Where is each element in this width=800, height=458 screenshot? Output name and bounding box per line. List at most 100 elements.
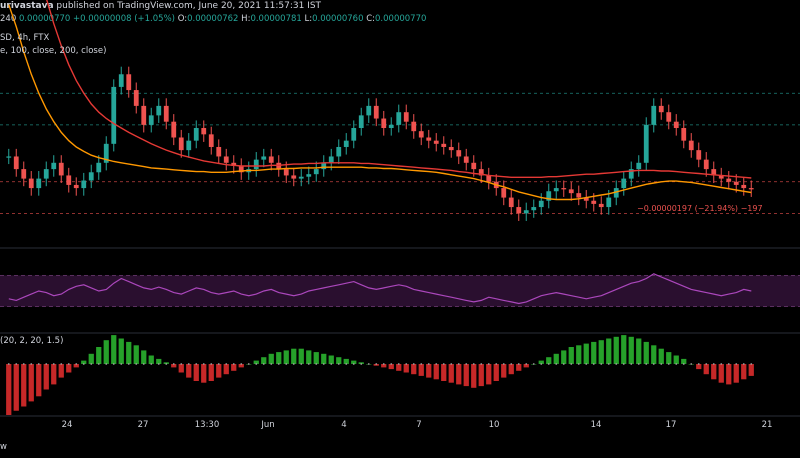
squeeze-dot: [352, 363, 355, 365]
squeeze-bar: [568, 347, 574, 364]
squeeze-dot: [360, 363, 363, 365]
candle-body: [658, 105, 664, 113]
squeeze-bar: [51, 364, 57, 385]
squeeze-dot: [120, 363, 123, 365]
candle-body: [411, 121, 417, 132]
candle-body: [516, 207, 522, 214]
candle-body: [201, 128, 207, 135]
candle-body: [523, 210, 529, 214]
squeeze-dot: [225, 363, 228, 365]
candle-body: [141, 105, 147, 125]
candle-body: [508, 197, 514, 208]
squeeze-bar: [96, 347, 102, 364]
squeeze-bar: [523, 364, 529, 368]
candle-body: [613, 188, 619, 198]
squeeze-bar: [651, 345, 657, 364]
squeeze-dot: [517, 363, 520, 365]
squeeze-bar: [148, 355, 154, 364]
publish-header: urivastava published on TradingView.com,…: [0, 0, 800, 12]
squeeze-dot: [577, 363, 580, 365]
candle-body: [373, 105, 379, 119]
squeeze-bar: [6, 364, 12, 415]
squeeze-bar: [231, 364, 237, 371]
squeeze-dot: [172, 363, 175, 365]
squeeze-dot: [60, 363, 63, 365]
squeeze-dot: [52, 363, 55, 365]
squeeze-bar: [696, 364, 702, 370]
squeeze-bar: [66, 364, 72, 373]
ohlc-close: 0.00000770: [18, 14, 71, 24]
squeeze-bar: [343, 358, 349, 364]
squeeze-bar: [666, 352, 672, 364]
squeeze-dot: [135, 363, 138, 365]
squeeze-bar: [673, 355, 679, 364]
candle-body: [36, 178, 42, 189]
squeeze-bar: [43, 364, 49, 390]
candle-body: [88, 172, 94, 181]
squeeze-bar: [328, 355, 334, 364]
squeeze-dot: [555, 363, 558, 365]
footer-text: w: [0, 442, 7, 452]
squeeze-bar: [81, 360, 87, 364]
candle-body: [238, 165, 244, 173]
candle-body: [741, 184, 747, 189]
measure-annotation: −0.00000197 (−21.94%) −197: [637, 204, 763, 213]
ohlc-bar: 240 0.00000770 +0.00000008 (+1.05%) O:0.…: [0, 12, 800, 26]
squeeze-dot: [457, 363, 460, 365]
x-tick-label: 10: [488, 420, 500, 430]
squeeze-dot: [442, 363, 445, 365]
candle-body: [306, 174, 312, 177]
squeeze-bar: [576, 345, 582, 364]
squeeze-bar: [508, 364, 514, 375]
squeeze-bar: [88, 353, 94, 364]
squeeze-bar: [613, 336, 619, 364]
squeeze-dot: [82, 363, 85, 365]
squeeze-bar: [681, 358, 687, 364]
squeeze-bar: [598, 340, 604, 364]
candle-body: [426, 137, 432, 141]
squeeze-bar: [103, 340, 109, 364]
squeeze-dot: [697, 363, 700, 365]
candle-body: [598, 203, 604, 208]
candle-body: [538, 200, 544, 208]
squeeze-dot: [480, 363, 483, 365]
candle-body: [58, 162, 64, 176]
squeeze-bar: [313, 352, 319, 364]
squeeze-dot: [397, 363, 400, 365]
squeeze-bar: [178, 364, 184, 373]
candle-body: [351, 128, 357, 141]
squeeze-bar: [193, 364, 199, 381]
squeeze-bar: [606, 338, 612, 364]
x-tick-label: Jun: [261, 420, 275, 430]
squeeze-bar: [336, 357, 342, 364]
squeeze-dot: [630, 363, 633, 365]
candle-body: [681, 128, 687, 141]
squeeze-dot: [660, 363, 663, 365]
squeeze-dot: [540, 363, 543, 365]
candle-body: [396, 112, 402, 125]
squeeze-bar: [216, 364, 222, 378]
candle-body: [148, 115, 154, 125]
squeeze-bar: [718, 364, 724, 383]
squeeze-dot: [375, 363, 378, 365]
squeeze-dot: [127, 363, 130, 365]
candle-body: [186, 140, 192, 151]
candle-body: [328, 156, 334, 163]
squeeze-dot: [112, 363, 115, 365]
candle-body: [336, 146, 342, 157]
candle-body: [546, 191, 552, 201]
squeeze-bar: [553, 353, 559, 364]
squeeze-bar: [516, 364, 522, 371]
squeeze-dot: [510, 363, 513, 365]
squeeze-dot: [247, 363, 250, 365]
squeeze-dot: [45, 363, 48, 365]
squeeze-bar: [426, 364, 432, 378]
candle-body: [711, 169, 717, 176]
candle-body: [298, 176, 304, 179]
squeeze-bar: [741, 364, 747, 380]
candle-body: [418, 131, 424, 138]
candle-body: [403, 112, 409, 122]
squeeze-dot: [232, 363, 235, 365]
squeeze-bar: [471, 364, 477, 388]
